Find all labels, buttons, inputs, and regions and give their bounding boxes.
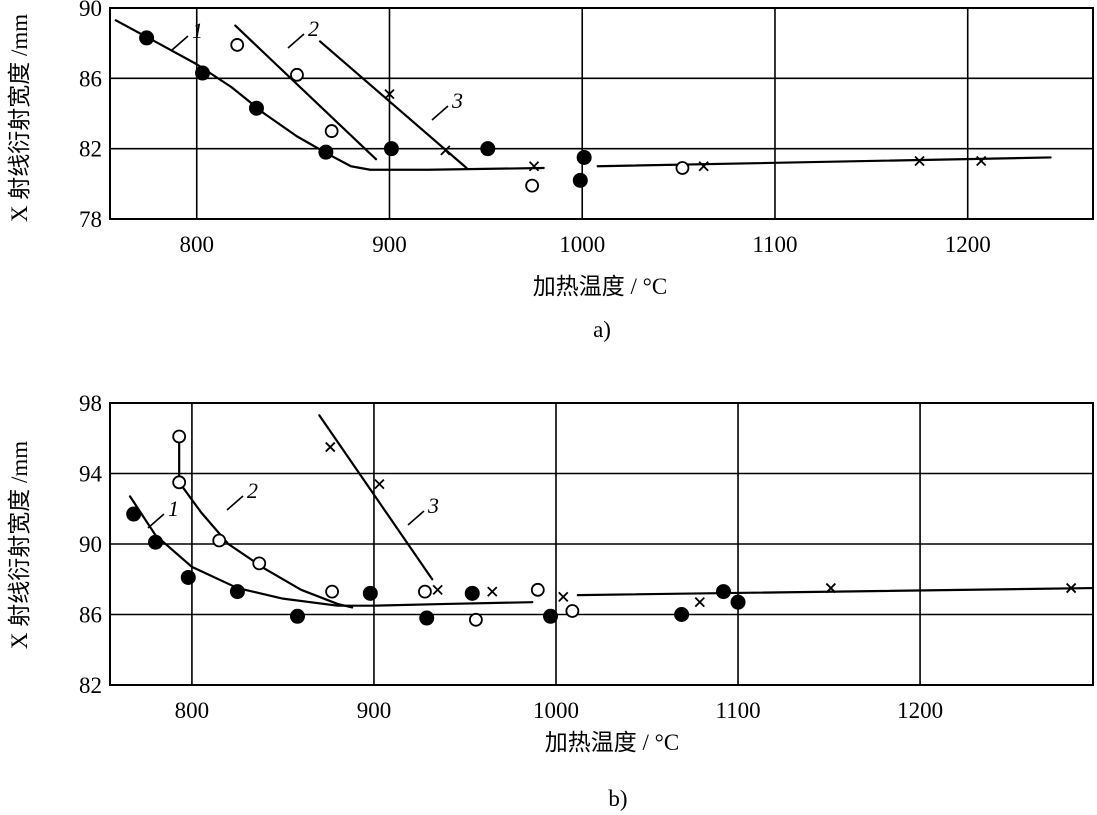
series-1-point [180,569,196,585]
series-1-point [464,585,480,601]
series-3-label: 3 [427,493,439,518]
panel-caption: b) [608,786,627,811]
series-2-curve [178,481,354,609]
x-axis-title: 加热温度 / °C [545,730,679,755]
x-tick-label: 800 [175,698,210,723]
y-tick-label: 78 [79,207,102,232]
series-1-point [572,172,588,188]
y-tick-label: 98 [79,391,102,416]
x-tick-label: 1100 [715,698,760,723]
y-tick-label: 90 [79,0,102,21]
series-2-point [290,67,304,82]
y-axis-title: X 射线衍射宽度 /mm [7,14,32,222]
series-1-point [229,584,245,600]
series-3-point [558,591,569,603]
series-2-label: 2 [247,478,258,503]
y-tick-label: 82 [79,673,102,698]
series-2-point [212,533,227,548]
series-3-point [1066,582,1077,594]
series-1-point [362,585,378,601]
x-tick-label: 900 [372,232,407,257]
x-tick-label: 1200 [945,232,991,257]
y-tick-label: 82 [79,137,102,162]
series-1-point [576,149,592,165]
series-1-point [139,30,155,46]
series-2-point [325,584,339,599]
series-3-point [976,155,987,167]
series-2-point [530,582,545,597]
series-2-point [468,612,483,627]
series-1-point [318,144,334,160]
series-1-point [730,594,746,610]
series-1-curve [128,495,534,607]
series-2-label: 2 [308,16,319,41]
x-tick-label: 900 [357,698,392,723]
series-2-curve [234,24,378,161]
series-2-leader [226,495,244,511]
y-tick-label: 90 [79,532,102,557]
y-tick-label: 86 [79,603,102,628]
series-1-point [289,608,305,624]
series-1-curve [114,19,545,171]
series-3-point [432,584,443,595]
plot-frame [109,7,1094,220]
series-3-point [914,155,925,167]
chart-b: 800 900 1000 1100 1200 82 86 90 94 98 加热温度 / °C X 射… [7,391,1095,811]
series-2-point [418,584,432,599]
series-3-leader [431,105,449,121]
series-3-point [487,586,498,597]
series-1-label: 1 [168,496,179,521]
series-3-point [528,161,540,172]
x-tick-label: 1200 [897,698,943,723]
y-axis-title: X 射线衍射宽度 /mm [7,441,32,649]
series-1-point [248,100,264,116]
panel-caption: a) [593,317,611,342]
x-tick-label: 1000 [533,698,579,723]
series-3-point [440,145,451,156]
x-axis-title: 加热温度 / °C [533,274,667,299]
series-1-point [126,506,142,522]
y-tick-label: 86 [79,66,102,91]
series-3-point [694,597,705,608]
series-2-point [525,178,540,193]
x-tick-label: 1000 [559,232,605,257]
plateau-line [596,156,1052,168]
series-3-point [374,478,385,490]
series-2-point [172,475,187,490]
series-1-point [480,141,496,157]
series-1-point [148,534,164,550]
series-1-point [715,584,731,600]
series-3-point [325,441,336,453]
series-3-point [384,89,395,100]
series-1-point [195,65,211,81]
series-1-leader [147,513,165,529]
series-2-point [565,604,580,618]
series-2-point [230,38,245,52]
x-tick-label: 1100 [752,232,797,257]
chart-a: 800 900 1000 1100 1200 78 82 86 90 加热温度 / °C X 射线衍… [7,0,1094,342]
series-2-point [172,429,187,444]
series-3-leader [407,510,425,526]
series-2-point [675,161,690,175]
plot-frame [109,402,1094,686]
x-tick-label: 800 [179,232,214,257]
series-1-point [419,610,435,626]
series-3-point [698,161,709,172]
series-3-point [825,582,837,594]
series-1-point [674,607,690,622]
series-1-leader [171,35,189,51]
series-1-point [383,141,399,157]
series-3-label: 3 [451,88,463,113]
series-2-point [252,556,267,571]
series-2-leader [287,33,305,49]
series-1-point [543,608,559,624]
series-1-label: 1 [192,18,203,43]
series-2-point [324,124,339,138]
series-3-curve [318,414,434,581]
y-tick-label: 94 [79,462,103,487]
